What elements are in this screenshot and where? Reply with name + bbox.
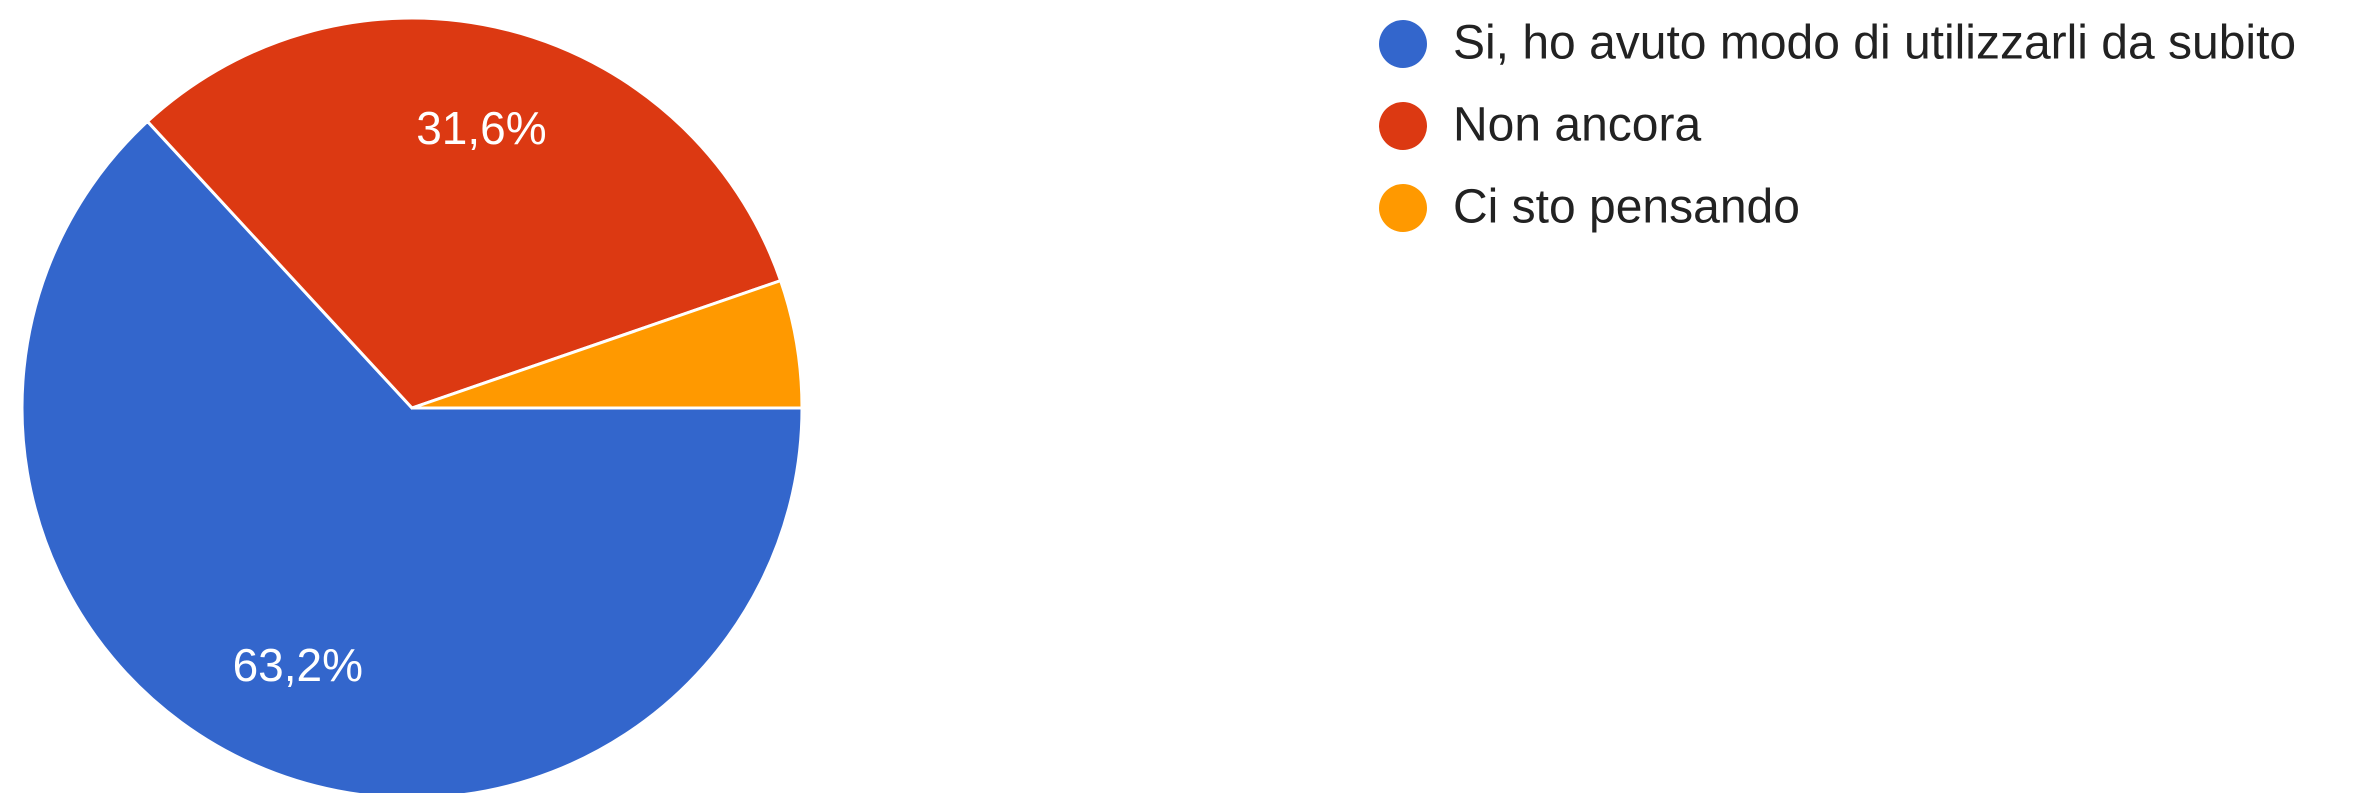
- pie-slice: [145, 16, 783, 410]
- legend: Si, ho avuto modo di utilizzarli da subi…: [1379, 17, 2296, 234]
- legend-label: Non ancora: [1453, 99, 1701, 152]
- pie-slice: [20, 119, 804, 793]
- slice-label: 31,6%: [416, 102, 546, 154]
- legend-marker: [1379, 184, 1427, 232]
- pie-slice: [411, 278, 804, 410]
- legend-marker: [1379, 102, 1427, 150]
- slice-label: 63,2%: [233, 639, 363, 691]
- legend-label: Ci sto pensando: [1453, 181, 1800, 234]
- legend-marker: [1379, 20, 1427, 68]
- pie: 63,2% 31,6%: [20, 16, 804, 793]
- legend-label: Si, ho avuto modo di utilizzarli da subi…: [1453, 17, 2296, 70]
